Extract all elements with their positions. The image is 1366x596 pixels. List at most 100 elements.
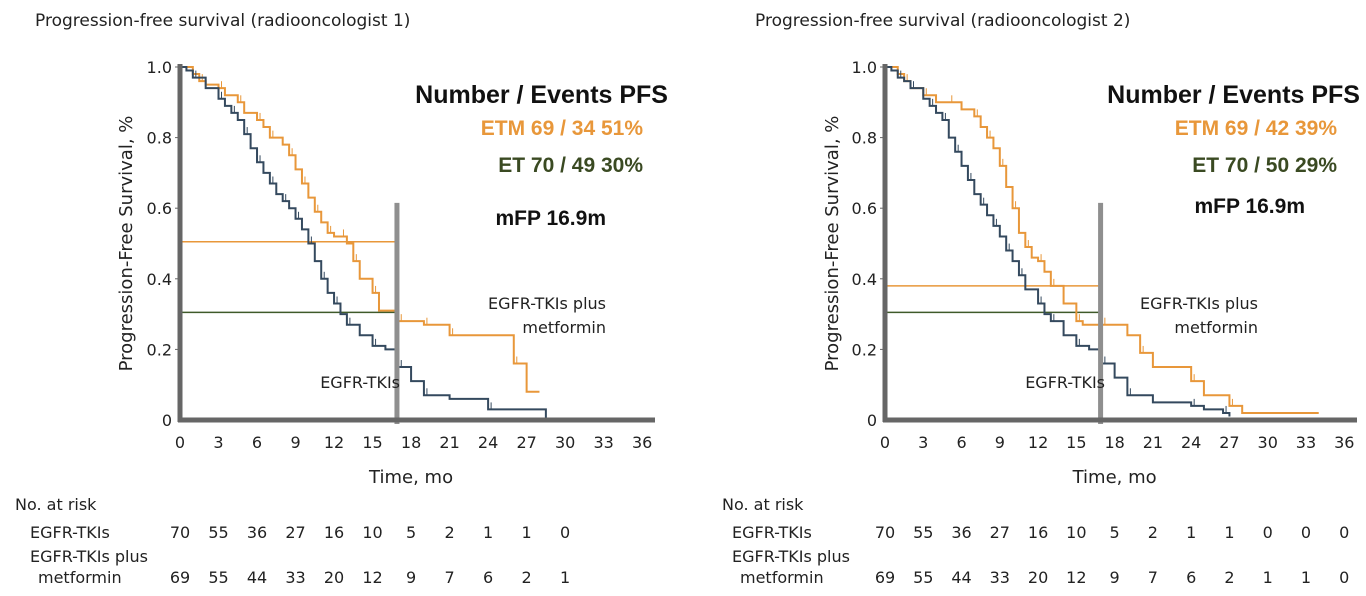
y-tick-label: 0 — [867, 411, 877, 430]
risk-row-label: EGFR-TKIs — [732, 523, 812, 542]
x-axis-title: Time, mo — [368, 467, 453, 488]
annotation-etm-line2: metformin — [1174, 318, 1258, 337]
risk-value: 7 — [1148, 568, 1158, 587]
risk-value: 55 — [208, 568, 228, 587]
legend: Number / Events PFS ETM 69 / 42 39% ET 70 … — [1107, 81, 1360, 218]
risk-table-title: No. at risk — [15, 495, 97, 514]
risk-value: 5 — [406, 523, 416, 542]
risk-value: 10 — [362, 523, 382, 542]
x-tick-label: 30 — [555, 433, 575, 452]
x-tick-label: 18 — [1104, 433, 1124, 452]
risk-value: 0 — [1301, 523, 1311, 542]
risk-value: 33 — [990, 568, 1010, 587]
legend: Number / Events PFS ETM 69 / 34 51% ET 70 … — [415, 81, 668, 230]
y-tick-label: 0.8 — [147, 129, 172, 148]
y-axis-title: Progression-Free Survival, % — [116, 116, 137, 372]
risk-value: 44 — [951, 568, 971, 587]
risk-value: 12 — [362, 568, 382, 587]
x-tick-label: 33 — [593, 433, 613, 452]
legend-entry-et: ET 70 / 50 29% — [1192, 154, 1337, 177]
risk-value: 2 — [1224, 568, 1234, 587]
risk-value: 2 — [1148, 523, 1158, 542]
risk-value: 16 — [324, 523, 344, 542]
risk-value: 6 — [483, 568, 493, 587]
x-tick-label: 6 — [252, 433, 262, 452]
risk-value: 36 — [951, 523, 971, 542]
x-tick-label: 27 — [1219, 433, 1239, 452]
risk-value: 36 — [247, 523, 267, 542]
risk-value: 55 — [208, 523, 228, 542]
y-tick-label: 1.0 — [852, 58, 877, 77]
y-tick-label: 1.0 — [147, 58, 172, 77]
x-tick-label: 24 — [478, 433, 498, 452]
risk-value: 0 — [1339, 523, 1349, 542]
legend-note: mFP 16.9m — [1194, 195, 1305, 218]
x-tick-label: 12 — [324, 433, 344, 452]
legend-entry-et: ET 70 / 49 30% — [498, 154, 643, 177]
y-tick-label: 0.2 — [852, 340, 877, 359]
x-tick-label: 3 — [213, 433, 223, 452]
risk-value: 0 — [1339, 568, 1349, 587]
km-curve-et — [885, 66, 1231, 417]
x-tick-label: 15 — [362, 433, 382, 452]
legend-note: mFP 16.9m — [495, 207, 606, 230]
risk-value: 9 — [1110, 568, 1120, 587]
risk-value: 1 — [1224, 523, 1234, 542]
x-tick-label: 36 — [632, 433, 652, 452]
x-axis-title: Time, mo — [1072, 467, 1157, 488]
risk-value: 10 — [1066, 523, 1086, 542]
risk-value: 1 — [1186, 523, 1196, 542]
risk-value: 2 — [522, 568, 532, 587]
risk-row-label: metformin — [38, 568, 122, 587]
risk-value: 55 — [913, 523, 933, 542]
x-tick-label: 9 — [995, 433, 1005, 452]
risk-value: 27 — [285, 523, 305, 542]
risk-value: 70 — [170, 523, 190, 542]
risk-row-label: metformin — [740, 568, 824, 587]
x-tick-label: 36 — [1334, 433, 1354, 452]
x-tick-label: 33 — [1296, 433, 1316, 452]
risk-value: 20 — [1028, 568, 1048, 587]
y-axis-title: Progression-Free Survival, % — [822, 116, 843, 372]
risk-row-label: EGFR-TKIs — [30, 523, 110, 542]
x-tick-label: 3 — [918, 433, 928, 452]
risk-value: 0 — [560, 523, 570, 542]
x-tick-label: 6 — [956, 433, 966, 452]
x-tick-label: 0 — [175, 433, 185, 452]
x-tick-label: 9 — [290, 433, 300, 452]
x-tick-label: 18 — [401, 433, 421, 452]
x-tick-label: 0 — [880, 433, 890, 452]
risk-value: 1 — [1263, 568, 1273, 587]
y-tick-label: 0.4 — [852, 270, 877, 289]
risk-value: 69 — [875, 568, 895, 587]
annotation-etm-line1: EGFR-TKIs plus — [488, 294, 606, 313]
risk-value: 27 — [990, 523, 1010, 542]
risk-value: 44 — [247, 568, 267, 587]
risk-value: 69 — [170, 568, 190, 587]
x-tick-label: 12 — [1028, 433, 1048, 452]
legend-entry-etm: ETM 69 / 34 51% — [481, 117, 644, 140]
km-curve-etm — [885, 66, 1319, 414]
chart-panel-2: Progression-free survival (radiooncologi… — [722, 11, 1360, 587]
legend-entry-etm: ETM 69 / 42 39% — [1175, 117, 1338, 140]
y-tick-label: 0.2 — [147, 340, 172, 359]
legend-header: Number / Events PFS — [415, 81, 668, 109]
chart-panel-1: Progression-free survival (radiooncologi… — [15, 11, 668, 587]
x-tick-label: 15 — [1066, 433, 1086, 452]
x-tick-label: 30 — [1258, 433, 1278, 452]
risk-value: 1 — [522, 523, 532, 542]
y-tick-label: 0.8 — [852, 129, 877, 148]
y-tick-label: 0.6 — [147, 199, 172, 218]
risk-value: 0 — [1263, 523, 1273, 542]
annotation-etm-line1: EGFR-TKIs plus — [1140, 294, 1258, 313]
risk-value: 1 — [483, 523, 493, 542]
x-tick-label: 21 — [439, 433, 459, 452]
risk-value: 5 — [1110, 523, 1120, 542]
x-tick-label: 24 — [1181, 433, 1201, 452]
risk-value: 6 — [1186, 568, 1196, 587]
risk-value: 70 — [875, 523, 895, 542]
km-curve-etm — [180, 66, 540, 393]
